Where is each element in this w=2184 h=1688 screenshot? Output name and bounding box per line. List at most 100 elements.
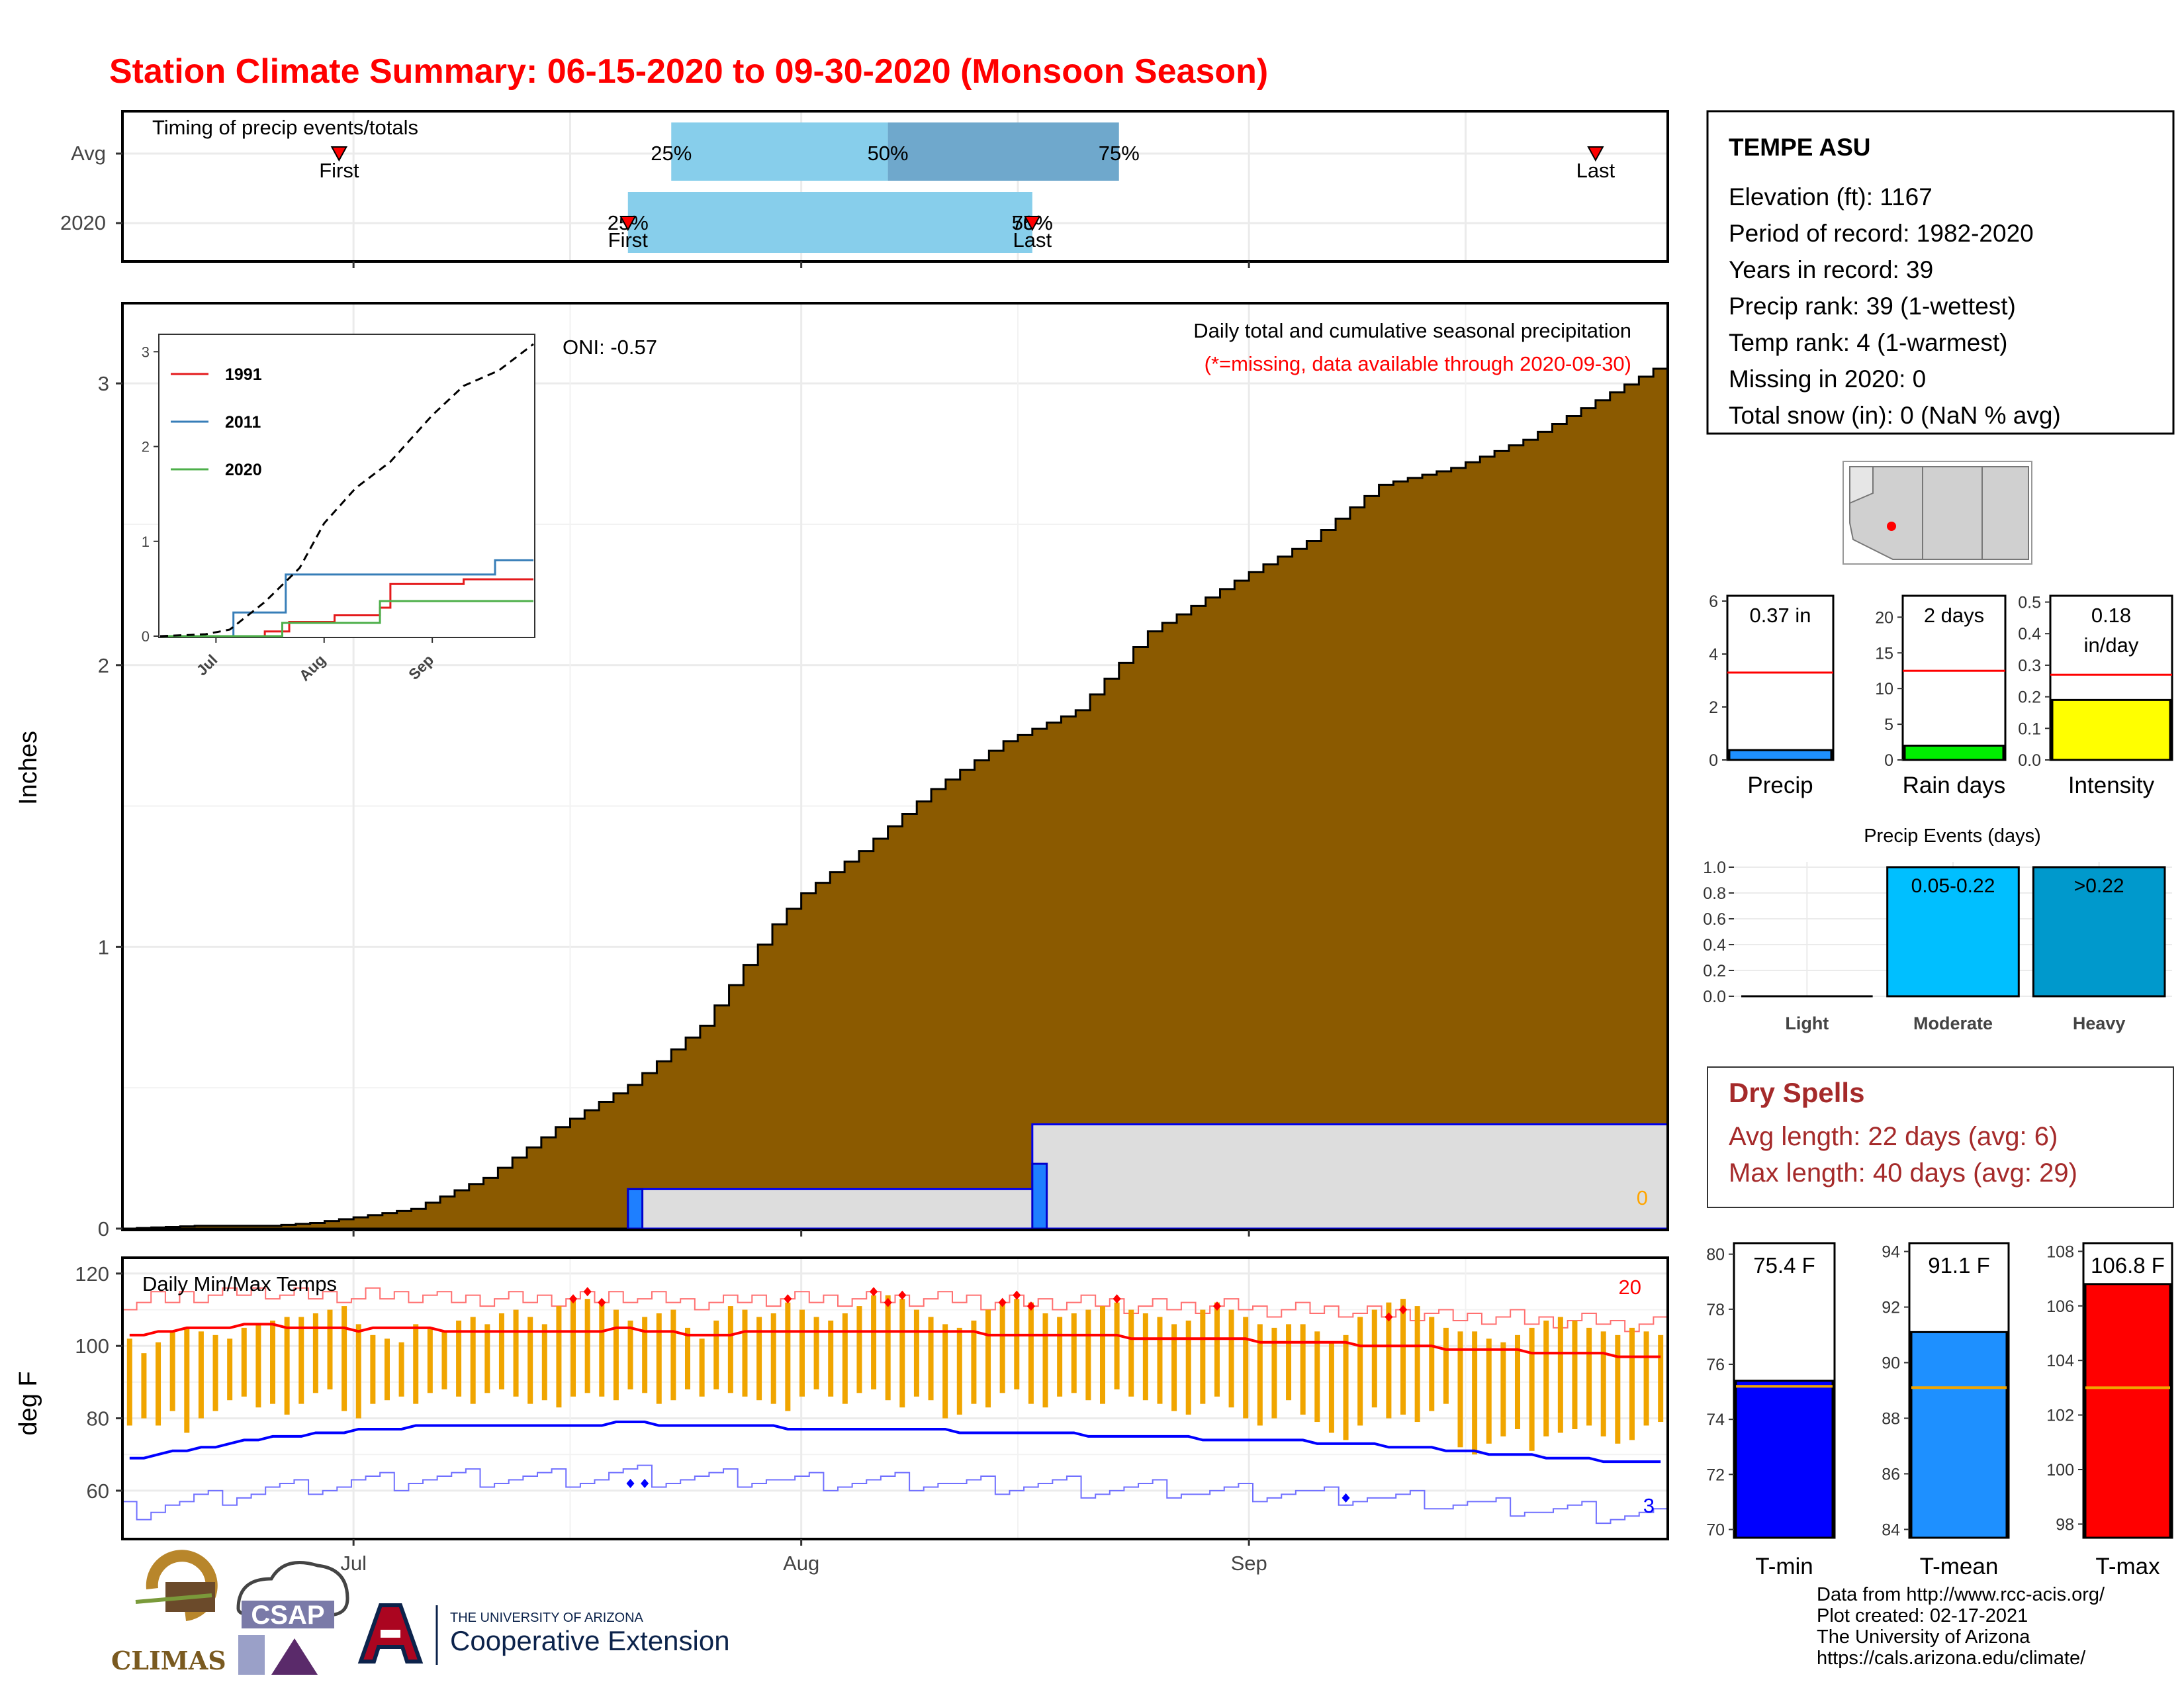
- daily-temp-range-bar: [413, 1324, 419, 1404]
- daily-temp-range-bar: [985, 1309, 991, 1408]
- record-high-marker: [884, 1297, 892, 1307]
- mini-bar-ytick-label: 0.5: [2018, 594, 2041, 612]
- daily-temp-range-bar: [1529, 1327, 1535, 1451]
- record-high-marker: [598, 1297, 606, 1307]
- daily-temp-range-bar: [1658, 1335, 1664, 1423]
- daily-temp-range-bar: [1343, 1335, 1349, 1440]
- mini-bar-ytick-label: 20: [1875, 608, 1893, 627]
- temp-summary-ytick-label: 86: [1882, 1465, 1900, 1483]
- temp-summary-ytick-label: 102: [2046, 1407, 2074, 1425]
- ua-logo-small-text: THE UNIVERSITY OF ARIZONA: [450, 1611, 644, 1625]
- precip-events-content: 0.0 0.2 0.4 0.6 0.8 1.0 Light 0.05-0.22 Moderate…: [1703, 859, 2172, 1033]
- daily-temp-range-bar: [169, 1331, 175, 1411]
- daily-temp-range-bar: [1228, 1309, 1234, 1408]
- daily-temp-range-bar: [341, 1306, 347, 1411]
- mini-bar-ytick-label: 0.0: [2018, 751, 2041, 770]
- avg-tmax-line: [129, 1323, 1661, 1358]
- missing-note: (*=missing, data available through 2020-…: [1205, 352, 1631, 375]
- temp-summary-ytick-label: 104: [2046, 1352, 2074, 1370]
- events-ytick-label: 0.0: [1703, 988, 1726, 1006]
- avg-p25-label: 25%: [651, 142, 692, 165]
- record-low-marker: [1342, 1493, 1350, 1503]
- daily-temp-range-bar: [1328, 1342, 1334, 1433]
- daily-temp-range-bar: [1572, 1320, 1578, 1429]
- daily-temp-range-bar: [1200, 1309, 1206, 1404]
- missing-count: 0: [1637, 1186, 1648, 1209]
- avg-cumulative-precip-area: [122, 361, 1669, 1230]
- footer-university: The University of Arizona: [1817, 1626, 2030, 1648]
- mini-bar-label-0: Precip: [1747, 773, 1813, 798]
- y2020-first-marker: [619, 216, 637, 232]
- daily-temp-range-bar: [613, 1309, 619, 1401]
- daily-temp-range-bar: [1286, 1324, 1292, 1401]
- y2020-band: [627, 192, 1032, 253]
- temp-summary-ytick-label: 88: [1882, 1409, 1900, 1428]
- daily-temp-range-bar: [1643, 1331, 1649, 1426]
- timing-row-2020: 2020: [60, 211, 106, 234]
- temp-frame: [121, 1256, 1669, 1540]
- map-state-new-mexico: [1922, 466, 1983, 560]
- record-high-marker: [1013, 1290, 1021, 1300]
- temp-summary-ytick-label: 70: [1706, 1521, 1725, 1540]
- daily-temp-range-bar: [1557, 1317, 1563, 1433]
- footer: Data from http://www.rcc-acis.org/ Plot …: [111, 1550, 2105, 1675]
- inset-legend-label-2020: 2020: [225, 461, 262, 479]
- record-high-marker: [898, 1290, 907, 1300]
- temp-summary-ytick-label: 74: [1706, 1411, 1725, 1429]
- daily-temp-range-bar: [1629, 1327, 1635, 1440]
- station-name: TEMPE ASU: [1729, 134, 1870, 161]
- mini-bar-ytick-label: 0.4: [2018, 625, 2041, 643]
- daily-temp-range-bar: [1429, 1317, 1435, 1411]
- daily-temp-range-bar: [1514, 1335, 1520, 1429]
- temp-summary-bar-0: [1735, 1380, 1834, 1539]
- footer-data-source: Data from http://www.rcc-acis.org/: [1817, 1584, 2105, 1605]
- record-high-marker: [1385, 1312, 1393, 1322]
- y2020-daily-precip-bar: [627, 1188, 644, 1230]
- daily-temp-range-bar: [1257, 1324, 1263, 1426]
- daily-temp-range-bar: [484, 1324, 490, 1393]
- record-high-marker: [1212, 1301, 1221, 1311]
- record-high-marker: [998, 1297, 1007, 1307]
- daily-temp-range-bar: [1071, 1313, 1077, 1393]
- daily-temp-range-bar: [1243, 1317, 1249, 1419]
- daily-temp-range-bar: [498, 1313, 504, 1389]
- daily-temp-range-bar: [1300, 1324, 1306, 1415]
- dry-spells-avg: Avg length: 22 days (avg: 6): [1729, 1122, 2058, 1151]
- daily-temp-range-bar: [241, 1327, 247, 1397]
- daily-temp-range-bar: [141, 1353, 147, 1419]
- temp-summary-ytick-label: 92: [1882, 1299, 1900, 1317]
- mini-bar-value-text-1: 2 days: [1924, 604, 1984, 627]
- record-high-marker: [569, 1294, 578, 1304]
- daily-temp-range-bar: [355, 1324, 361, 1419]
- station-elevation: Elevation (ft): 1167: [1729, 183, 1933, 211]
- daily-temp-range-bar: [1414, 1306, 1420, 1423]
- page-title: Station Climate Summary: 06-15-2020 to 0…: [109, 52, 1268, 91]
- temp-summary-bar-2: [2084, 1283, 2171, 1539]
- precip-yticks: 0 1 2 3: [98, 372, 1250, 1241]
- events-bar-label-heavy: >0.22: [2074, 875, 2124, 897]
- footer-url: https://cals.arizona.edu/climate/: [1817, 1648, 2086, 1669]
- daily-temp-range-bar: [670, 1309, 676, 1401]
- daily-temp-range-bar: [1543, 1320, 1549, 1436]
- daily-temp-range-bar: [1014, 1299, 1020, 1389]
- record-high-marker: [870, 1287, 878, 1297]
- daily-temp-range-bar: [1157, 1317, 1163, 1404]
- avg-p50-label: 50%: [868, 142, 909, 165]
- inset-series-line-2020: [160, 600, 533, 637]
- temp-ytick-label: 120: [75, 1262, 109, 1286]
- daily-temp-range-bar: [198, 1331, 204, 1419]
- timing-row-avg: Avg: [71, 142, 106, 165]
- daily-temp-range-bar: [427, 1327, 433, 1393]
- mini-bar-value-0: [1728, 749, 1833, 761]
- mini-bar-ytick-label: 0.3: [2018, 657, 2041, 675]
- map-state-texas: [1981, 466, 2029, 560]
- daily-temp-range-bar: [556, 1306, 562, 1408]
- daily-temp-range-bar: [312, 1313, 318, 1393]
- inset-ytick-label: 2: [142, 439, 150, 455]
- daily-temp-range-bar: [1357, 1317, 1363, 1426]
- temp-panel: Daily Min/Max Temps 20 3 deg F 60 80 100 12…: [15, 1256, 1669, 1575]
- daily-temp-range-bar: [727, 1306, 733, 1393]
- daily-temp-range-bar: [1371, 1309, 1377, 1408]
- climas-logo-text: CLIMAS: [111, 1646, 226, 1675]
- daily-temp-range-bar: [527, 1317, 533, 1404]
